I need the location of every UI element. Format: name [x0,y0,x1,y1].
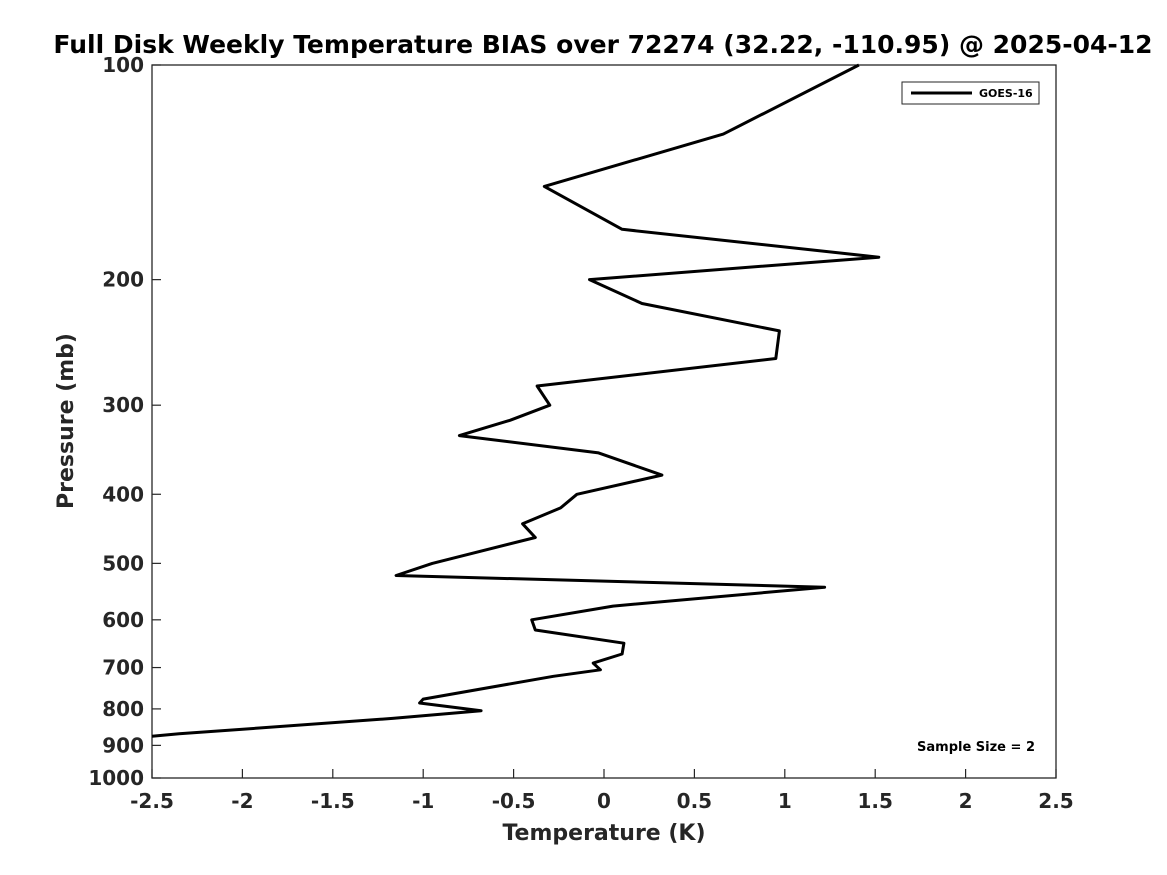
chart-title: Full Disk Weekly Temperature BIAS over 7… [53,30,1152,59]
y-tick-label: 900 [102,733,144,757]
sample-size-annotation: Sample Size = 2 [917,740,1035,755]
x-tick-label: 2 [959,789,973,813]
x-tick-label: -2.5 [130,789,174,813]
y-tick-label: 700 [102,656,144,680]
x-axis: -2.5 -2 -1.5 -1 -0.5 0 0.5 1 1.5 2 2.5 [130,769,1074,813]
y-tick-label: 300 [102,393,144,417]
y-tick-label: 800 [102,697,144,721]
y-tick-label: 200 [102,268,144,292]
legend[interactable]: GOES-16 [901,81,1040,105]
plot-area: -2.5 -2 -1.5 -1 -0.5 0 0.5 1 1.5 2 2.5 100 200 300 40… [88,53,1073,813]
series-line-goes-16 [151,63,881,738]
x-tick-label: -1.5 [311,789,355,813]
y-tick-label: 1000 [88,766,144,790]
y-tick-label: 100 [102,53,144,77]
x-tick-label: 1 [778,789,792,813]
y-axis-label: Pressure (mb) [54,333,79,509]
x-tick-label: -2 [231,789,253,813]
x-tick-label: 2.5 [1038,789,1073,813]
y-axis: 100 200 300 400 500 600 700 800 900 1000 [88,53,161,790]
series-layer [151,63,881,738]
y-tick-label: 600 [102,608,144,632]
x-tick-label: -1 [412,789,434,813]
y-tick-label: 500 [102,551,144,575]
y-tick-label: 400 [102,482,144,506]
plot-frame [151,64,1057,779]
x-axis-label: Temperature (K) [502,821,705,846]
x-tick-label: 0.5 [677,789,712,813]
x-tick-label: -0.5 [492,789,536,813]
x-tick-label: 0 [597,789,611,813]
legend-label-goes-16: GOES-16 [979,87,1033,100]
x-tick-label: 1.5 [857,789,892,813]
